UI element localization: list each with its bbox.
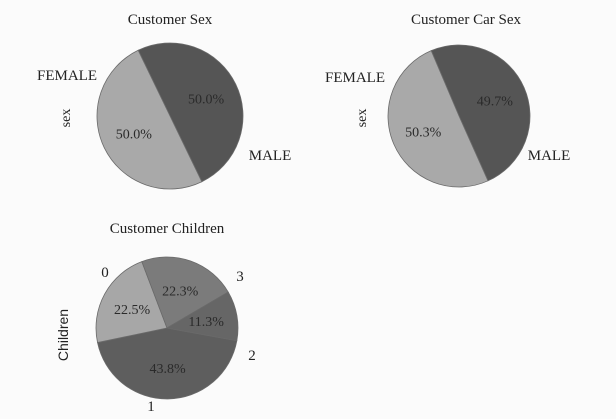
slice-category-label: MALE: [249, 148, 292, 164]
slice-percent-label: 50.0%: [116, 127, 153, 142]
slice-percent-label: 50.0%: [188, 93, 225, 108]
chart-customer-sex: Customer Sex sex 50.0% FEMALE 50.0% MALE: [37, 12, 292, 190]
pie-customer-car-sex: 49.7% FEMALE 50.3% MALE: [325, 44, 571, 188]
slice-percent-label: 11.3%: [188, 315, 224, 330]
pie-customer-sex: 50.0% FEMALE 50.0% MALE: [37, 42, 292, 190]
slice-category-label: MALE: [528, 148, 571, 164]
slice-category-label: 1: [147, 399, 155, 415]
chart-customer-children: Customer Children Children 43.8% 0 22.5% 1 2…: [55, 221, 256, 415]
slice-category-label: FEMALE: [325, 70, 385, 86]
pie-slice-3: [165, 291, 239, 342]
y-axis-label: sex: [355, 109, 370, 128]
slice-category-label: 2: [248, 348, 256, 364]
slice-category-label: 3: [236, 269, 244, 285]
slice-percent-label: 22.3%: [162, 285, 199, 300]
chart-title: Customer Car Sex: [411, 12, 521, 28]
slice-percent-label: 50.3%: [405, 126, 442, 141]
pie-slice-female: [137, 42, 244, 183]
slice-percent-label: 22.5%: [114, 303, 151, 318]
pie-slice-2: [141, 256, 229, 329]
chart-title: Customer Children: [110, 221, 225, 237]
slice-percent-label: 49.7%: [477, 94, 514, 109]
pie-slice-male: [387, 50, 489, 188]
y-axis-label: sex: [59, 109, 74, 128]
pie-slice-0: [97, 327, 238, 400]
pie-slice-male: [96, 49, 203, 190]
chart-title: Customer Sex: [128, 12, 213, 28]
chart-customer-car-sex: Customer Car Sex sex 49.7% FEMALE 50.3% MAL…: [325, 12, 571, 188]
pie-slice-female: [430, 44, 531, 182]
slice-percent-label: 43.8%: [149, 362, 186, 377]
slice-category-label: FEMALE: [37, 68, 97, 84]
slice-category-label: 0: [101, 265, 109, 281]
pie-customer-children: 43.8% 0 22.5% 1 22.3% 2 11.3% 3: [95, 256, 256, 415]
y-axis-label: Children: [55, 309, 71, 361]
